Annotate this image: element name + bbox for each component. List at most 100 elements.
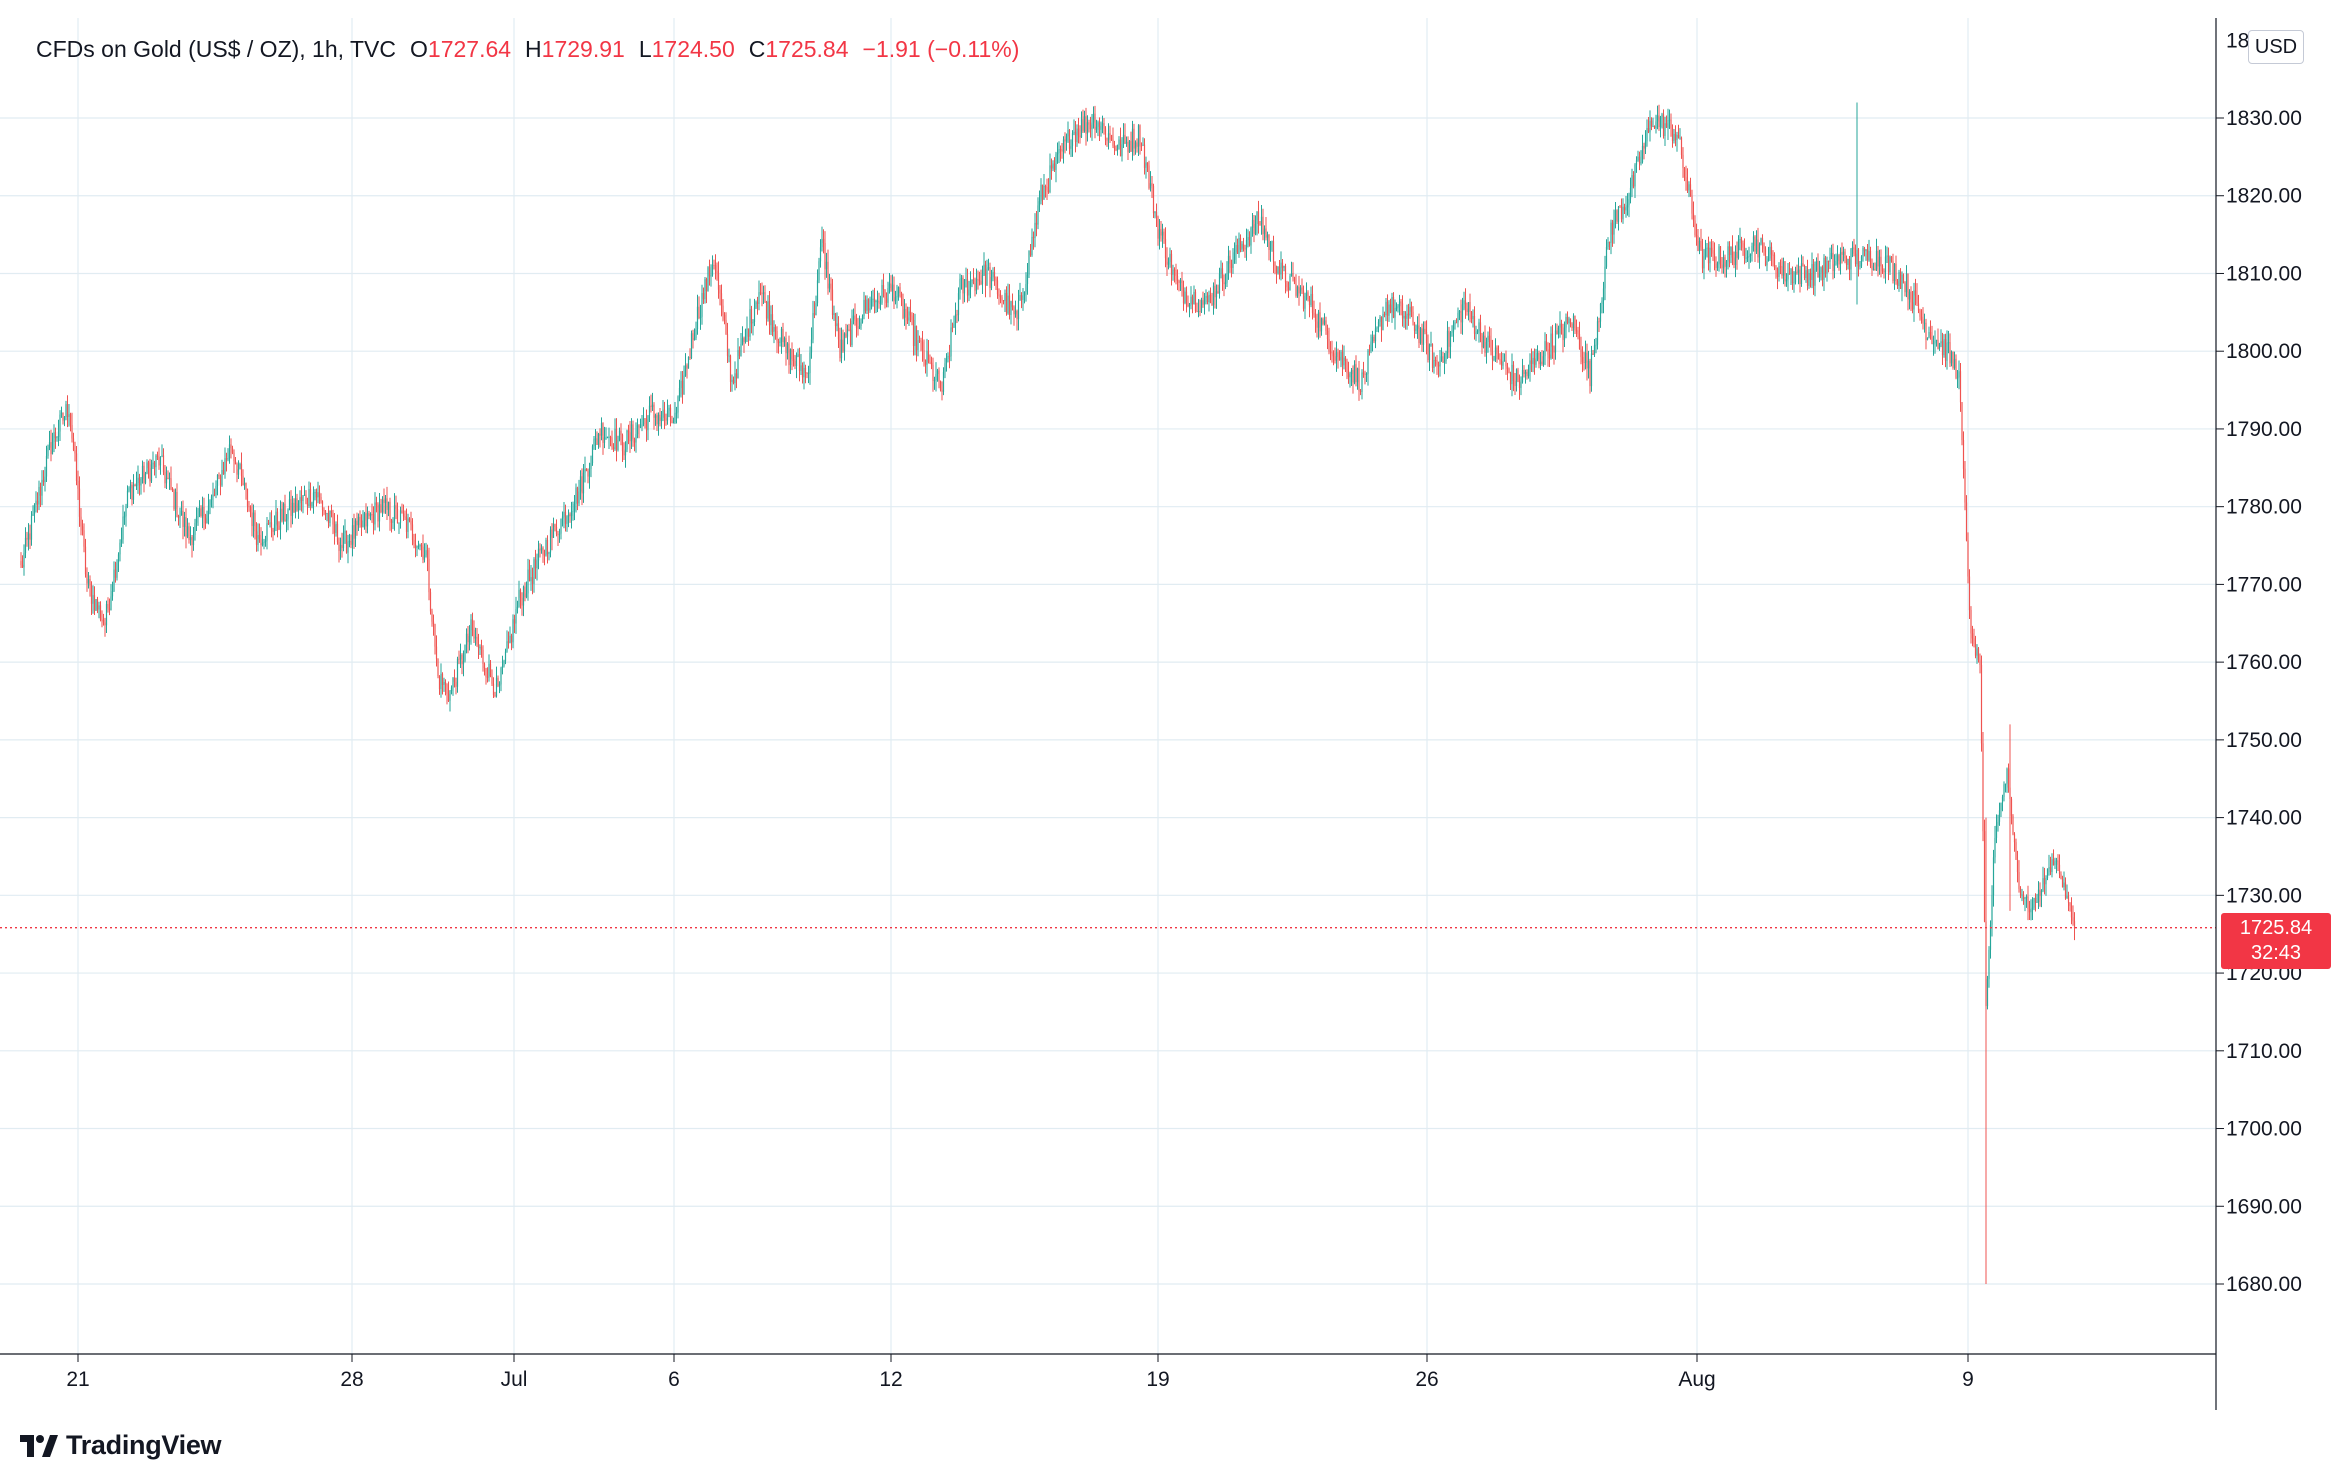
candle: [248, 501, 250, 512]
candle: [1205, 289, 1207, 305]
candle: [120, 527, 123, 547]
candle: [362, 510, 364, 528]
candle: [890, 275, 892, 292]
candle: [1067, 121, 1069, 143]
candle: [1439, 350, 1441, 377]
candle-body: [1749, 254, 1752, 256]
low-prefix: L: [638, 36, 652, 62]
candle: [2031, 897, 2034, 921]
candle: [1274, 261, 1276, 275]
candle-body: [633, 439, 636, 443]
candle: [153, 460, 156, 476]
candle-body: [962, 277, 964, 294]
candle: [348, 533, 351, 548]
candle: [758, 280, 760, 311]
candle-body: [1017, 300, 1020, 320]
candle-body: [1872, 268, 1875, 270]
candle-body: [1974, 643, 1977, 656]
candle-body: [1922, 319, 1924, 323]
candle-body: [876, 300, 879, 302]
candle: [1949, 333, 1951, 368]
candle-body: [965, 279, 967, 281]
candle: [1713, 242, 1716, 271]
candle-body: [678, 387, 681, 397]
candle: [1304, 292, 1306, 320]
price-axis[interactable]: 1680.001690.001700.001710.001720.001730.…: [2216, 29, 2302, 1296]
candlestick-series: [20, 102, 2076, 1284]
candle-body: [207, 505, 210, 515]
candle-body: [2022, 894, 2025, 899]
candle: [906, 306, 909, 325]
candle: [413, 533, 415, 549]
candle: [1619, 205, 1621, 208]
candle: [1113, 140, 1116, 156]
candle-body: [1007, 295, 1009, 314]
candle-body: [1620, 206, 1623, 220]
candle-body: [1883, 271, 1885, 273]
candle: [1196, 302, 1198, 313]
candle: [947, 352, 949, 363]
candle-body: [893, 284, 895, 302]
candle-body: [932, 365, 934, 381]
candle: [1911, 290, 1914, 314]
candle-body: [1796, 271, 1798, 273]
candle: [452, 677, 454, 696]
candle: [842, 329, 844, 353]
candle-body: [1152, 185, 1155, 214]
candle-body: [795, 355, 798, 367]
candle-body: [111, 591, 114, 597]
candle-body: [1362, 372, 1365, 374]
candle: [1553, 345, 1555, 365]
candle-body: [63, 417, 66, 421]
candle-body: [1938, 343, 1941, 349]
candle: [1473, 306, 1476, 340]
high-value: 1729.91: [541, 36, 625, 62]
candle-body: [1482, 335, 1485, 348]
candle: [1883, 268, 1885, 279]
candle-body: [1136, 142, 1138, 147]
candle-body: [278, 525, 280, 530]
candle-body: [645, 419, 648, 431]
candle: [848, 323, 850, 332]
candle-body: [1320, 318, 1323, 332]
candle: [156, 451, 159, 461]
candle: [1523, 365, 1525, 378]
candle: [1847, 258, 1849, 270]
candle: [773, 320, 775, 344]
candle: [1752, 231, 1755, 252]
candle-body: [2061, 878, 2064, 888]
time-axis[interactable]: 21 28 Jul 6 12 19 26 Aug 9: [66, 1354, 1974, 1391]
candle-body: [410, 520, 412, 525]
candle-body: [1229, 255, 1231, 264]
candle-body: [1095, 126, 1098, 130]
candle-body: [1457, 312, 1459, 323]
candle-body: [818, 261, 820, 281]
candle-body: [1205, 295, 1207, 298]
candle-body: [1140, 145, 1143, 147]
candle-body: [1986, 979, 1989, 1007]
candle-body: [1544, 341, 1546, 357]
candle-body: [1577, 330, 1579, 335]
candle: [39, 482, 42, 507]
candle: [786, 342, 789, 360]
candle-body: [588, 469, 591, 477]
candle-body: [399, 510, 402, 523]
candle: [1335, 341, 1338, 372]
candle: [711, 255, 714, 277]
candle-body: [920, 340, 922, 342]
currency-button[interactable]: USD: [2248, 30, 2304, 64]
candle: [656, 412, 658, 431]
tradingview-brand[interactable]: TradingView: [20, 1430, 222, 1461]
candle: [795, 352, 798, 379]
candle-body: [1563, 327, 1566, 341]
candle: [585, 468, 588, 472]
candle: [1110, 134, 1113, 141]
candle: [1487, 331, 1489, 353]
candle: [1589, 358, 1591, 394]
candle: [302, 494, 304, 514]
candle-body: [555, 526, 558, 535]
candle: [1679, 128, 1681, 140]
candle-body: [1506, 366, 1509, 369]
candle-body: [866, 299, 868, 311]
